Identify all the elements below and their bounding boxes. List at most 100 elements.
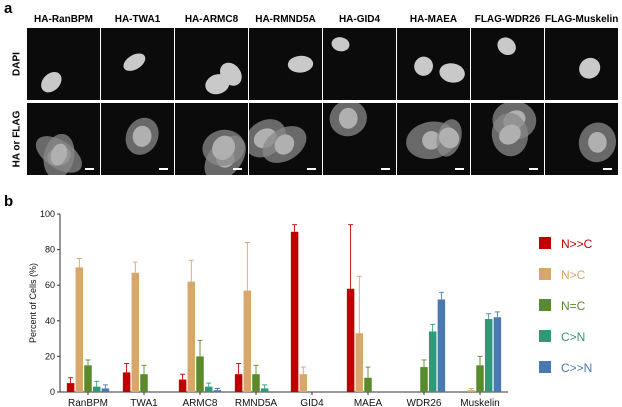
y-tick-label: 40 <box>45 316 55 326</box>
nucleus <box>50 143 68 166</box>
nucleus <box>132 125 152 147</box>
bar <box>420 367 428 392</box>
scale-bar <box>307 168 316 170</box>
scale-bar <box>233 168 242 170</box>
panel-a-label: a <box>4 0 13 17</box>
tag-micrograph <box>471 103 544 175</box>
bar <box>187 281 196 392</box>
nucleus <box>41 71 62 93</box>
nucleus <box>499 124 521 145</box>
bar <box>131 272 140 392</box>
scale-bar <box>381 168 390 170</box>
panel-b-label: b <box>4 193 14 210</box>
legend-label: C>N <box>561 330 585 344</box>
column-label: HA-GID4 <box>338 14 381 25</box>
nucleus <box>439 63 465 83</box>
bar <box>484 319 493 392</box>
bar-chart: 0 20 40 60 80 100 Percent of Cells (%) RanBPM TW… <box>28 209 593 407</box>
legend-swatch <box>539 361 551 373</box>
nucleus <box>414 56 433 76</box>
y-axis-label: Percent of Cells (%) <box>28 263 38 343</box>
tag-micrograph <box>27 103 100 175</box>
bar <box>290 231 299 392</box>
scale-bar <box>455 168 464 170</box>
scale-bar <box>159 168 168 170</box>
bar <box>101 388 110 392</box>
legend-label: N>>C <box>561 237 593 251</box>
bar <box>260 388 269 392</box>
bar <box>252 374 260 392</box>
bar <box>493 317 502 392</box>
bar <box>178 379 187 392</box>
y-tick-label: 60 <box>45 280 55 290</box>
column-label: FLAG-WDR26 <box>474 14 541 25</box>
dapi-micrograph <box>175 28 248 100</box>
row-label: HA or FLAG <box>11 110 23 168</box>
dapi-micrograph <box>27 28 100 100</box>
nucleus <box>331 37 350 52</box>
bar <box>204 386 213 392</box>
column-label: HA-RanBPM <box>34 14 93 25</box>
bar <box>355 333 364 392</box>
nucleus <box>422 131 441 150</box>
category-label: RMND5A <box>235 398 278 407</box>
legend-swatch <box>539 299 551 311</box>
column-label: HA-RMND5A <box>255 14 316 25</box>
category-label: ARMC8 <box>182 398 217 407</box>
y-tick-label: 20 <box>45 351 55 361</box>
y-tick-label: 0 <box>50 387 55 397</box>
column-label: HA-ARMC8 <box>184 14 239 25</box>
tag-micrograph <box>101 103 174 175</box>
tag-micrograph <box>249 103 322 175</box>
nucleus <box>287 55 314 73</box>
bar <box>476 365 484 392</box>
bar <box>213 390 222 392</box>
bar <box>234 374 243 392</box>
tag-micrograph <box>323 103 396 175</box>
column-label: FLAG-Muskelin <box>545 14 619 25</box>
nucleus <box>220 62 242 86</box>
legend-swatch <box>539 237 551 249</box>
dapi-micrograph <box>397 28 470 100</box>
column-label: HA-MAEA <box>409 14 458 25</box>
bar <box>243 290 252 392</box>
dapi-micrograph <box>249 28 322 100</box>
row-label: DAPI <box>11 52 23 76</box>
nucleus <box>579 57 601 79</box>
bar <box>92 386 101 392</box>
bar <box>84 365 92 392</box>
y-tick-label: 80 <box>45 245 55 255</box>
legend-swatch <box>539 268 551 280</box>
tag-micrograph <box>545 103 618 175</box>
bar <box>299 374 308 392</box>
legend-swatch <box>539 330 551 342</box>
bar <box>66 383 75 392</box>
legend-label: N=C <box>561 299 586 313</box>
bar <box>364 377 372 392</box>
bar <box>437 299 446 392</box>
bar <box>75 267 84 392</box>
dapi-micrograph <box>323 28 396 100</box>
scale-bar <box>603 168 612 170</box>
dapi-micrograph <box>471 28 544 100</box>
dapi-micrograph <box>101 28 174 100</box>
y-tick-label: 100 <box>40 209 55 219</box>
bar <box>196 356 204 392</box>
nucleus <box>338 107 358 129</box>
category-label: MAEA <box>354 398 383 407</box>
bar <box>122 372 131 392</box>
category-label: TWA1 <box>130 398 158 407</box>
tag-micrograph <box>397 103 470 175</box>
bar <box>346 288 355 392</box>
bar <box>428 331 437 392</box>
nucleus <box>497 37 516 56</box>
category-label: RanBPM <box>68 398 108 407</box>
nucleus <box>212 135 236 160</box>
nucleus <box>438 127 460 149</box>
column-label: HA-TWA1 <box>114 14 161 25</box>
legend-label: C>>N <box>561 361 592 375</box>
category-label: Muskelin <box>460 398 499 407</box>
scale-bar <box>529 168 538 170</box>
nucleus <box>274 134 295 155</box>
category-label: GID4 <box>300 398 324 407</box>
